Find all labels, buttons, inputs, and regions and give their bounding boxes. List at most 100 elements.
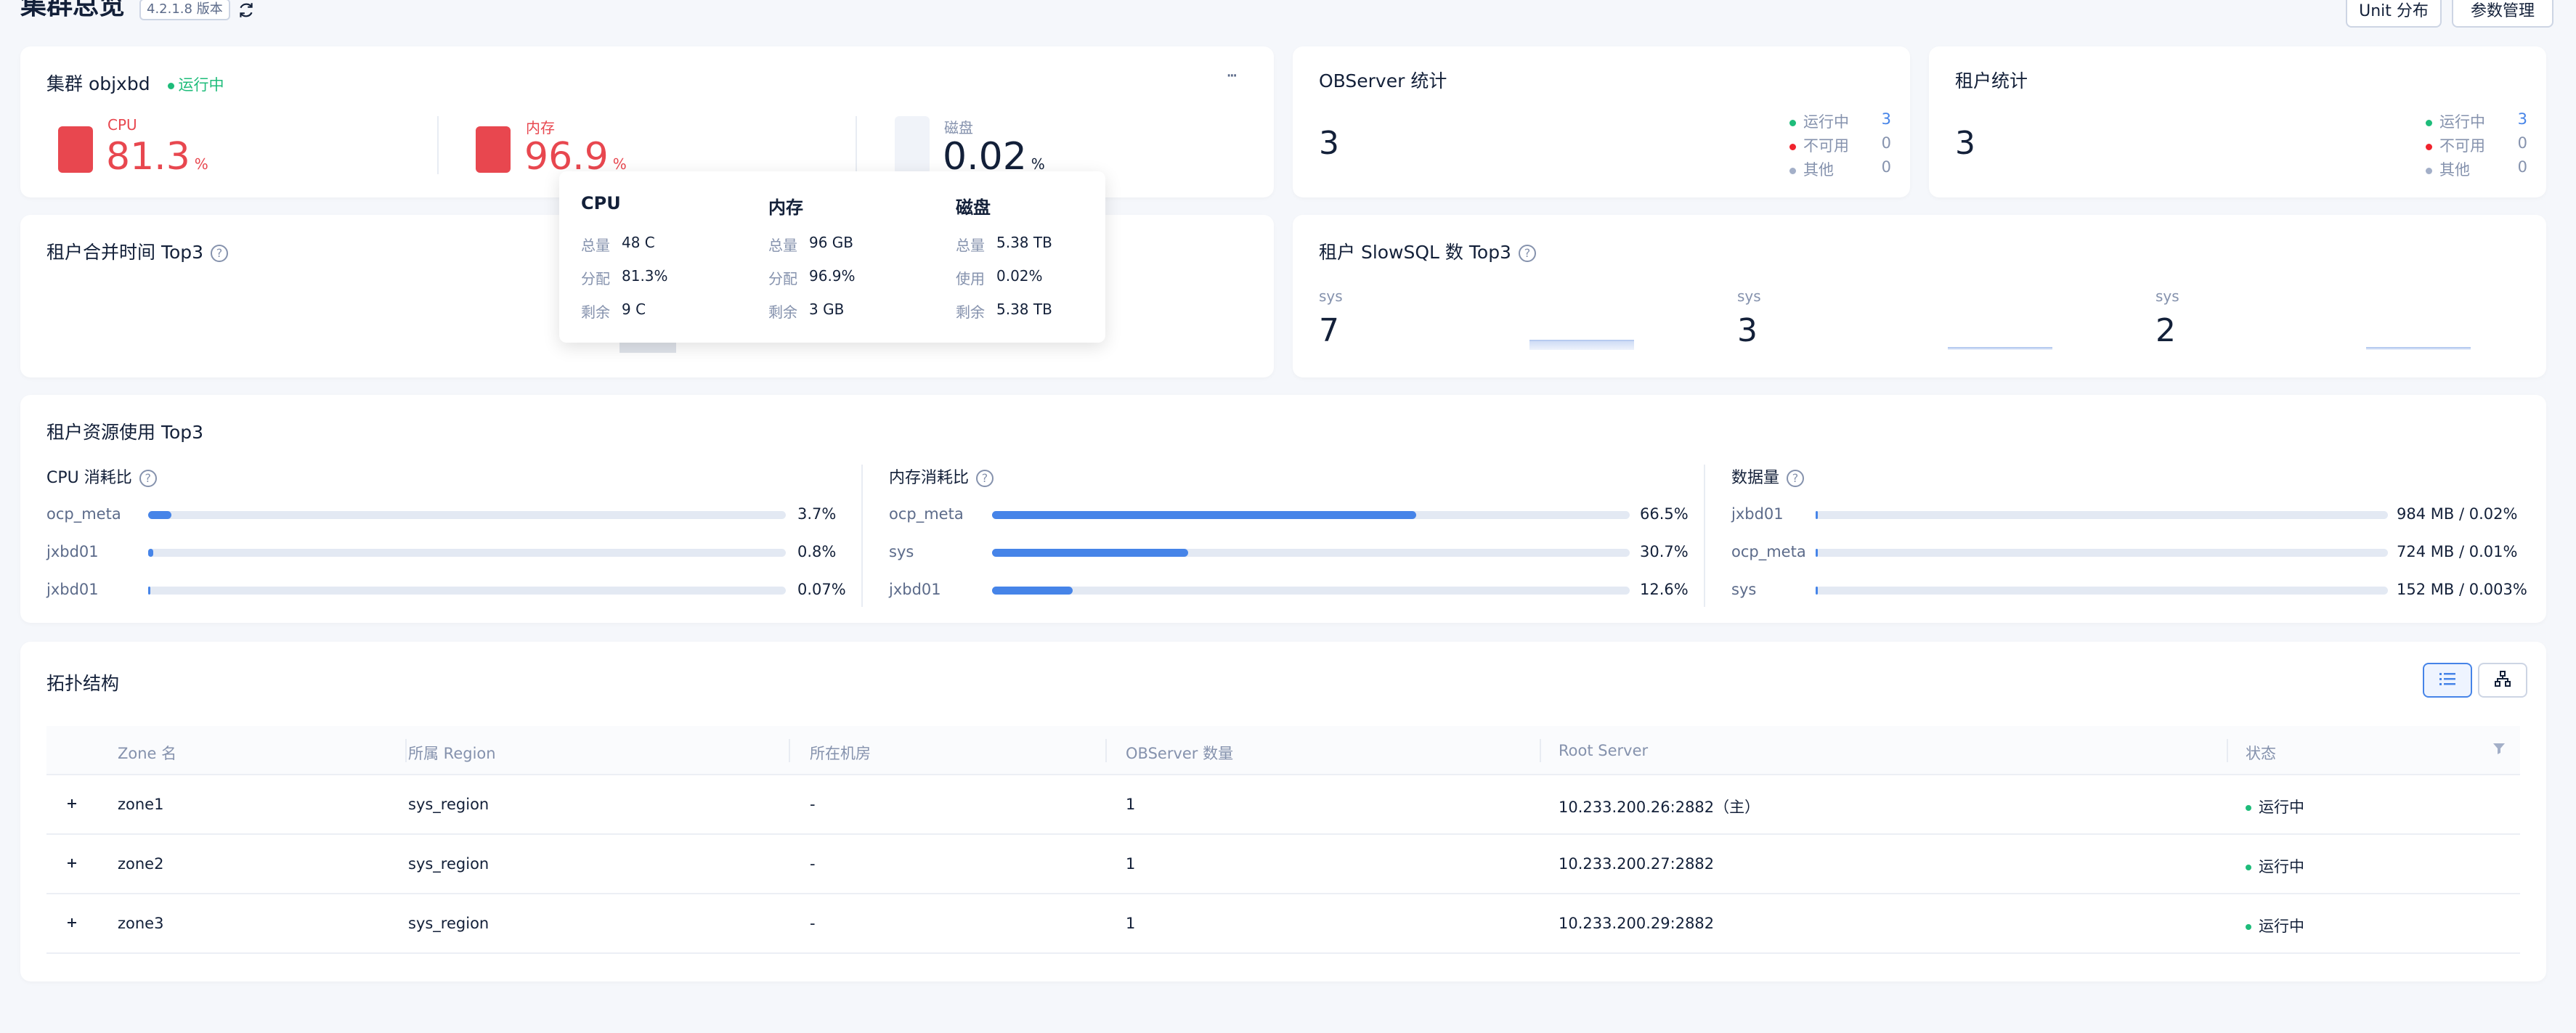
help-icon[interactable]: ? — [1787, 470, 1805, 487]
slowsql-item[interactable]: sys 7 — [1319, 287, 1697, 367]
resource-row-name: jxbd01 — [46, 581, 99, 598]
resource-group-data: 数据量? jxbd01 984 MB / 0.02% ocp_meta 724 MB /… — [1731, 465, 2545, 610]
cell-idc: - — [810, 796, 816, 813]
help-icon[interactable]: ? — [976, 470, 994, 487]
slowsql-count: 3 — [1737, 312, 1758, 349]
tooltip-key: 剩余 — [768, 303, 797, 321]
resource-group-memory: 内存消耗比? ocp_meta 66.5% sys 30.7% jxbd01 12.6% — [889, 465, 1702, 610]
expand-icon[interactable] — [64, 855, 80, 871]
tooltip-value: 0.02% — [996, 267, 1043, 285]
resource-row-name: sys — [1731, 581, 1757, 598]
legend-item: 不可用 0 — [2426, 134, 2527, 158]
resource-group-title: 内存消耗比? — [889, 465, 994, 488]
resource-row-bar-fill — [992, 511, 1416, 519]
observer-stats-card: OBServer 统计 3 运行中 3 不可用 0 其他 0 — [1293, 46, 1910, 197]
resource-row-value: 152 MB / 0.003% — [2397, 581, 2527, 598]
col-root-server: Root Server — [1559, 742, 1649, 759]
resource-row-value: 3.7% — [797, 505, 837, 523]
cluster-name: 集群 objxbd — [46, 73, 150, 94]
tooltip-value: 81.3% — [622, 267, 668, 285]
legend-label: 其他 — [2439, 161, 2470, 179]
resource-group-cpu: CPU 消耗比? ocp_meta 3.7% jxbd01 0.8% jxbd01 0.07… — [46, 465, 860, 610]
resource-row-value: 724 MB / 0.01% — [2397, 543, 2518, 560]
refresh-icon[interactable] — [237, 1, 256, 20]
tooltip-title-cpu: CPU — [581, 193, 621, 213]
list-view-button[interactable] — [2423, 663, 2472, 698]
resource-row-value: 12.6% — [1640, 581, 1689, 598]
legend-value: 0 — [1881, 158, 1891, 176]
cell-zone: zone3 — [118, 915, 164, 932]
cell-region: sys_region — [408, 855, 489, 873]
memory-label: 内存 — [526, 119, 555, 136]
tooltip-key: 总量 — [956, 237, 985, 254]
slowsql-title: 租户 SlowSQL 数 Top3? — [1319, 238, 1536, 264]
version-badge: 4.2.1.8 版本 — [139, 0, 230, 20]
tooltip-value: 96.9% — [809, 267, 856, 285]
table-header: Zone 名 所属 Region 所在机房 OBServer 数量 Root S… — [46, 726, 2520, 775]
slowsql-item[interactable]: sys 2 — [2156, 287, 2533, 367]
cell-status: 运行中 — [2246, 855, 2304, 877]
slowsql-sparkline — [1529, 340, 1634, 350]
legend-item: 其他 0 — [2426, 158, 2527, 182]
compaction-title: 租户合并时间 Top3? — [46, 238, 229, 264]
disk-gauge — [895, 116, 930, 174]
resource-row-name: ocp_meta — [46, 505, 121, 523]
cell-zone: zone2 — [118, 855, 164, 873]
tooltip-title-memory: 内存 — [768, 197, 803, 218]
resource-row-bar-fill — [1816, 587, 1818, 595]
expand-icon[interactable] — [64, 796, 80, 812]
cpu-label: CPU — [107, 116, 137, 134]
observer-total: 3 — [1319, 125, 1339, 162]
legend-label: 运行中 — [2439, 113, 2485, 131]
resource-row-bar-fill — [148, 511, 171, 519]
tooltip-key: 总量 — [768, 237, 797, 254]
col-observer-count: OBServer 数量 — [1126, 745, 1234, 762]
resource-row-bar-fill — [1816, 511, 1818, 519]
resource-card: 租户资源使用 Top3 CPU 消耗比? ocp_meta 3.7% jxbd01 0.… — [20, 395, 2546, 623]
cell-region: sys_region — [408, 915, 489, 932]
table-row[interactable]: zone1 sys_region - 1 10.233.200.26:2882（主） 运行… — [46, 775, 2520, 835]
expand-icon[interactable] — [64, 915, 80, 931]
param-management-button[interactable]: 参数管理 — [2452, 0, 2553, 28]
tenant-stats-card: 租户统计 3 运行中 3 不可用 0 其他 0 — [1929, 46, 2546, 197]
slowsql-item[interactable]: sys 3 — [1737, 287, 2115, 367]
legend-dot — [2426, 167, 2432, 174]
topology-card: 拓扑结构 Zone 名 所属 Region 所在机房 OBServer 数量 R… — [20, 642, 2546, 981]
help-icon[interactable]: ? — [211, 245, 229, 262]
table-row[interactable]: zone2 sys_region - 1 10.233.200.27:2882 运行中 — [46, 835, 2520, 894]
slowsql-sparkline — [2366, 347, 2471, 350]
col-zone: Zone 名 — [118, 745, 177, 762]
resource-row-bar — [992, 549, 1630, 557]
tooltip-value: 96 GB — [809, 234, 854, 251]
resource-row-value: 0.07% — [797, 581, 846, 598]
resource-row-name: ocp_meta — [1731, 543, 1806, 560]
cpu-value: 81.3% — [106, 135, 208, 179]
help-icon[interactable]: ? — [139, 470, 157, 487]
cell-observer-count: 1 — [1126, 915, 1136, 932]
table-row[interactable]: zone3 sys_region - 1 10.233.200.29:2882 运行中 — [46, 894, 2520, 954]
resource-row-name: sys — [889, 543, 914, 560]
cell-region: sys_region — [408, 796, 489, 813]
legend-value: 0 — [1881, 134, 1891, 152]
memory-gauge — [476, 126, 511, 173]
cell-idc: - — [810, 915, 816, 932]
unit-distribution-button[interactable]: Unit 分布 — [2346, 0, 2442, 28]
resource-row-value: 0.8% — [797, 543, 837, 560]
more-icon[interactable]: ··· — [1226, 65, 1238, 87]
topology-view-button[interactable] — [2478, 663, 2527, 698]
resource-row-bar — [148, 549, 786, 557]
tenant-total: 3 — [1955, 125, 1975, 162]
col-status: 状态 — [2246, 745, 2276, 762]
filter-icon[interactable] — [2492, 742, 2506, 758]
resource-group-title: 数据量? — [1731, 465, 1805, 488]
legend-label: 其他 — [1803, 161, 1834, 179]
observer-legend: 运行中 3 不可用 0 其他 0 — [1789, 110, 1891, 182]
resource-title: 租户资源使用 Top3 — [46, 422, 204, 443]
tooltip-key: 剩余 — [581, 303, 610, 321]
legend-value: 3 — [2517, 110, 2527, 128]
help-icon[interactable]: ? — [1518, 245, 1536, 262]
cell-observer-count: 1 — [1126, 796, 1136, 813]
col-idc: 所在机房 — [810, 745, 871, 762]
cell-root-server: 10.233.200.27:2882 — [1559, 855, 1715, 873]
resource-row-bar — [992, 587, 1630, 595]
